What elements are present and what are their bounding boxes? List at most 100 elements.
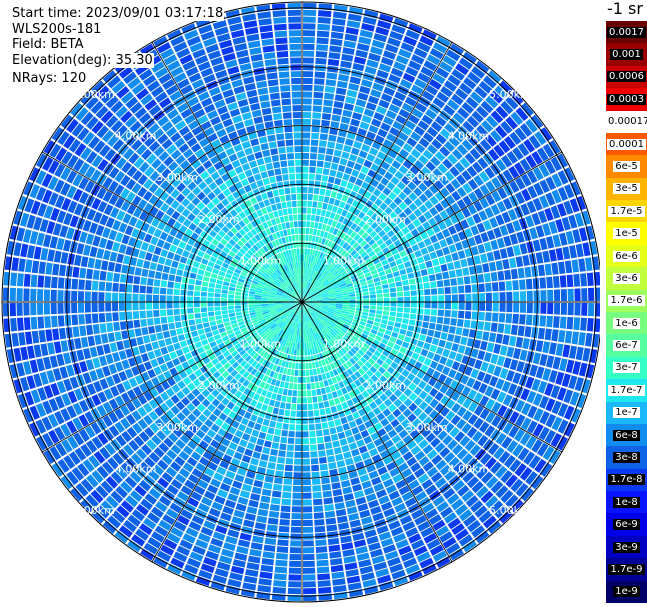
beta-gate-cell [471, 525, 486, 538]
beta-gate-cell [118, 350, 127, 361]
beta-gate-cell [313, 194, 319, 201]
beta-gate-cell [498, 140, 511, 153]
beta-gate-cell [349, 293, 356, 297]
beta-gate-cell [265, 353, 272, 361]
beta-gate-cell [138, 344, 147, 354]
beta-gate-cell [341, 194, 349, 203]
beta-gate-cell [502, 197, 513, 210]
beta-gate-cell [190, 451, 202, 461]
beta-gate-cell [306, 291, 312, 298]
beta-gate-cell [302, 410, 308, 418]
beta-gate-cell [355, 178, 364, 187]
beta-gate-cell [481, 120, 494, 133]
beta-gate-cell [163, 437, 174, 448]
beta-gate-cell [291, 403, 297, 411]
beta-gate-cell [289, 327, 294, 335]
beta-gate-cell [491, 282, 499, 292]
beta-gate-cell [271, 392, 277, 400]
beta-gate-cell [475, 60, 490, 74]
beta-gate-cell [310, 255, 315, 263]
beta-gate-cell [261, 359, 268, 367]
beta-gate-cell [308, 302, 316, 304]
beta-gate-cell [432, 72, 446, 85]
beta-gate-cell [473, 339, 482, 349]
beta-gate-cell [319, 251, 324, 259]
beta-gate-cell [473, 188, 484, 200]
beta-gate-cell [229, 572, 243, 582]
beta-gate-cell [102, 520, 117, 534]
beta-gate-cell [197, 532, 211, 543]
beta-gate-cell [418, 334, 427, 342]
beta-gate-cell [258, 395, 265, 403]
beta-gate-cell [303, 267, 306, 275]
beta-gate-cell [348, 442, 358, 451]
beta-gate-cell [476, 124, 489, 138]
beta-gate-cell [394, 137, 405, 148]
beta-gate-cell [467, 204, 478, 215]
beta-gate-cell [216, 279, 223, 285]
beta-gate-cell [556, 203, 567, 217]
beta-gate-cell [302, 281, 305, 289]
beta-gate-cell [219, 460, 230, 470]
beta-gate-cell [153, 310, 160, 318]
beta-gate-cell [310, 221, 315, 228]
beta-gate-cell [343, 362, 350, 370]
beta-gate-cell [366, 153, 376, 163]
beta-gate-cell [256, 387, 263, 395]
beta-gate-cell [344, 166, 353, 175]
beta-gate-cell [278, 408, 285, 416]
beta-gate-cell [241, 292, 249, 297]
beta-gate-cell [399, 250, 407, 258]
beta-gate-cell [399, 236, 408, 244]
beta-gate-cell [337, 266, 344, 272]
beta-gate-cell [23, 288, 30, 302]
beta-gate-cell [423, 253, 431, 262]
beta-gate-cell [221, 422, 230, 431]
beta-gate-cell [222, 281, 230, 287]
beta-gate-cell [413, 396, 423, 406]
beta-gate-cell [361, 181, 370, 190]
beta-gate-cell [196, 403, 206, 413]
beta-gate-cell [548, 342, 557, 355]
beta-gate-cell [503, 235, 512, 247]
beta-gate-cell [545, 176, 557, 191]
beta-gate-cell [302, 248, 305, 255]
beta-gate-cell [428, 274, 436, 282]
beta-gate-cell [148, 469, 160, 481]
beta-gate-cell [349, 239, 356, 247]
beta-gate-cell [294, 369, 299, 376]
beta-gate-cell [389, 211, 398, 220]
beta-gate-cell [176, 411, 186, 422]
beta-gate-cell [191, 434, 202, 445]
beta-gate-cell [439, 384, 449, 394]
beta-gate-cell [452, 479, 465, 492]
beta-gate-cell [310, 214, 316, 222]
beta-gate-cell [526, 420, 538, 434]
beta-gate-cell [316, 44, 329, 52]
beta-gate-cell [319, 345, 324, 353]
beta-gate-cell [461, 422, 472, 434]
beta-gate-cell [285, 347, 290, 354]
beta-gate-cell [372, 512, 384, 522]
beta-gate-cell [290, 526, 302, 533]
beta-gate-cell [76, 349, 85, 361]
beta-gate-cell [325, 517, 337, 525]
beta-gate-cell [166, 288, 174, 295]
beta-gate-cell [142, 335, 151, 344]
beta-gate-cell [296, 410, 302, 418]
beta-gate-cell [283, 416, 290, 424]
beta-gate-cell [378, 99, 390, 109]
beta-gate-cell [234, 353, 241, 361]
beta-gate-cell [377, 574, 392, 585]
beta-gate-cell [310, 451, 318, 458]
beta-gate-cell [361, 333, 368, 339]
beta-gate-cell [402, 354, 411, 363]
beta-gate-cell [350, 214, 357, 222]
beta-gate-cell [398, 485, 410, 496]
beta-gate-cell [311, 311, 318, 317]
beta-gate-cell [312, 310, 318, 316]
beta-gate-cell [324, 315, 332, 321]
beta-gate-cell [438, 373, 447, 383]
beta-gate-cell [315, 546, 328, 553]
beta-gate-cell [391, 266, 399, 273]
